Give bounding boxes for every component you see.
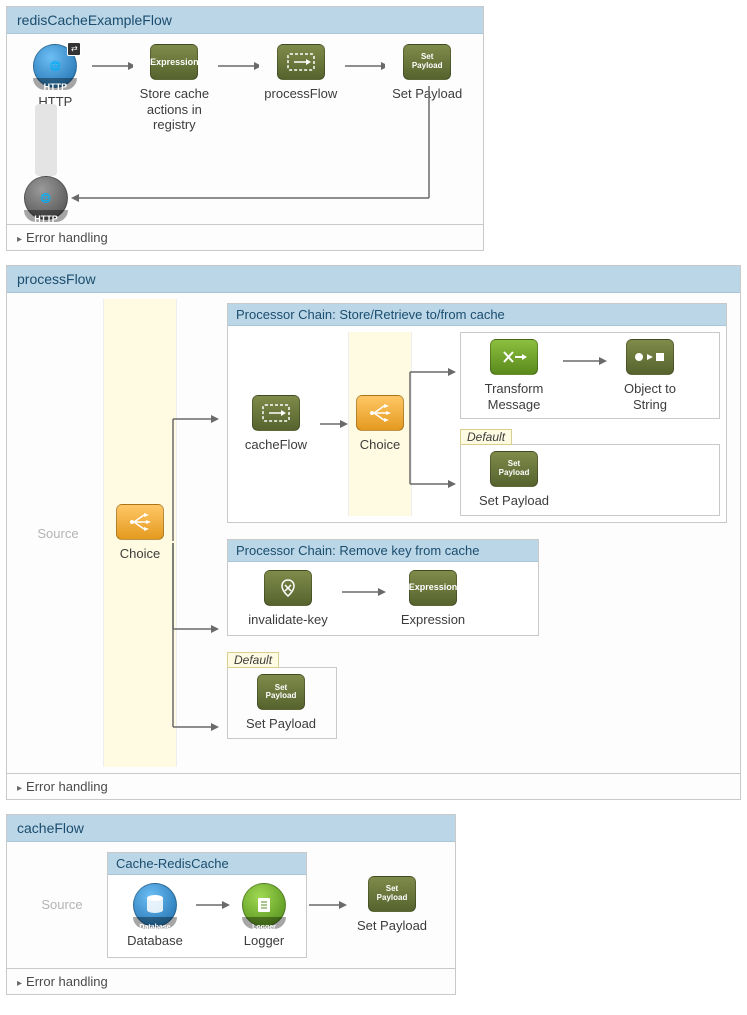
inner-arrows <box>408 332 458 522</box>
node-obj2str[interactable]: Object to String <box>607 339 693 412</box>
node-cacheflow-ref[interactable]: cacheFlow <box>234 395 318 453</box>
http-badge: HTTP <box>44 82 68 92</box>
expression-icon: Expression <box>150 44 198 80</box>
node-setpayload[interactable]: SetPayload Set Payload <box>347 876 437 934</box>
node-label: Logger <box>244 933 284 949</box>
setpayload-icon: SetPayload <box>368 876 416 912</box>
setpayload-icon: SetPayload <box>403 44 451 80</box>
node-label: Set Payload <box>479 493 549 509</box>
flow-header: cacheFlow <box>7 815 455 842</box>
arrow <box>90 44 133 88</box>
error-handling[interactable]: Error handling <box>7 968 455 994</box>
choice-scope: Choice <box>103 299 177 767</box>
node-expression[interactable]: Expression Expression <box>386 570 480 628</box>
arrow <box>194 883 230 927</box>
processor-chain-header: Processor Chain: Remove key from cache <box>228 540 538 562</box>
arrow <box>340 570 386 614</box>
cache-scope-header: Cache-RedisCache <box>108 853 306 875</box>
transform-icon <box>490 339 538 375</box>
invalidate-icon <box>264 570 312 606</box>
node-label: Set Payload <box>357 918 427 934</box>
default-tag: Default <box>227 652 279 668</box>
node-label: Expression <box>401 612 465 628</box>
flow-body: Source Cache-RedisCache Database Databas… <box>7 842 455 968</box>
flow-panel-redisCacheExampleFlow: redisCacheExampleFlow 🌐 ⇄ HTTP HTTP Expr… <box>6 6 484 251</box>
flow-panel-cacheFlow: cacheFlow Source Cache-RedisCache Databa… <box>6 814 456 995</box>
flow-header: processFlow <box>7 266 740 293</box>
node-choice[interactable]: Choice <box>105 504 175 562</box>
source-label: Source <box>37 526 78 541</box>
node-setpayload[interactable]: SetPayload Set Payload <box>467 451 561 509</box>
arrow <box>343 44 386 88</box>
node-label: Set Payload <box>246 716 316 732</box>
default-tag: Default <box>460 429 512 445</box>
inner-choice-scope: Choice <box>348 332 412 516</box>
arrow <box>561 339 607 383</box>
node-label: Choice <box>360 437 400 453</box>
node-label: Choice <box>120 546 160 562</box>
flow-header: redisCacheExampleFlow <box>7 7 483 34</box>
expression-icon: Expression <box>409 570 457 606</box>
default-branch: SetPayload Set Payload <box>227 667 337 739</box>
processor-chain-store: Processor Chain: Store/Retrieve to/from … <box>227 303 727 523</box>
cache-scope: Cache-RedisCache Database Database <box>107 852 307 958</box>
return-arrow <box>67 86 437 206</box>
error-handling[interactable]: Error handling <box>7 773 740 799</box>
flowref-icon <box>277 44 325 80</box>
connector-bar <box>35 104 57 176</box>
arrow <box>318 402 348 446</box>
error-handling[interactable]: Error handling <box>7 224 483 250</box>
node-choice[interactable]: Choice <box>349 395 411 453</box>
arrow <box>216 44 259 88</box>
node-logger[interactable]: Logger Logger <box>230 883 298 949</box>
inner-branch-default: SetPayload Set Payload <box>460 444 720 516</box>
node-database[interactable]: Database Database <box>116 883 194 949</box>
arrow <box>307 883 347 927</box>
branch-arrow-1 <box>171 299 221 769</box>
node-setpayload[interactable]: SetPayload Set Payload <box>234 674 328 732</box>
processor-chain-header: Processor Chain: Store/Retrieve to/from … <box>228 304 726 326</box>
flow-body: 🌐 ⇄ HTTP HTTP Expression Store cache act… <box>7 34 483 224</box>
inner-branch-transform: Transform Message Object to String <box>460 332 720 419</box>
node-transform[interactable]: Transform Message <box>467 339 561 412</box>
node-label: Database <box>127 933 183 949</box>
node-invalidate[interactable]: invalidate-key <box>236 570 340 628</box>
flow-panel-processFlow: processFlow Source Choice <box>6 265 741 800</box>
node-label: Object to String <box>607 381 693 412</box>
processor-chain-remove: Processor Chain: Remove key from cache i… <box>227 539 539 637</box>
flowref-icon <box>252 395 300 431</box>
flow-body: Source Choice Processor Chain: Store/Ret… <box>7 293 740 773</box>
obj2str-icon <box>626 339 674 375</box>
choice-icon <box>116 504 164 540</box>
setpayload-icon: SetPayload <box>490 451 538 487</box>
node-label: invalidate-key <box>248 612 328 628</box>
setpayload-icon: SetPayload <box>257 674 305 710</box>
source-label: Source <box>41 897 82 912</box>
node-label: Transform Message <box>467 381 561 412</box>
choice-icon <box>356 395 404 431</box>
node-label: cacheFlow <box>245 437 307 453</box>
